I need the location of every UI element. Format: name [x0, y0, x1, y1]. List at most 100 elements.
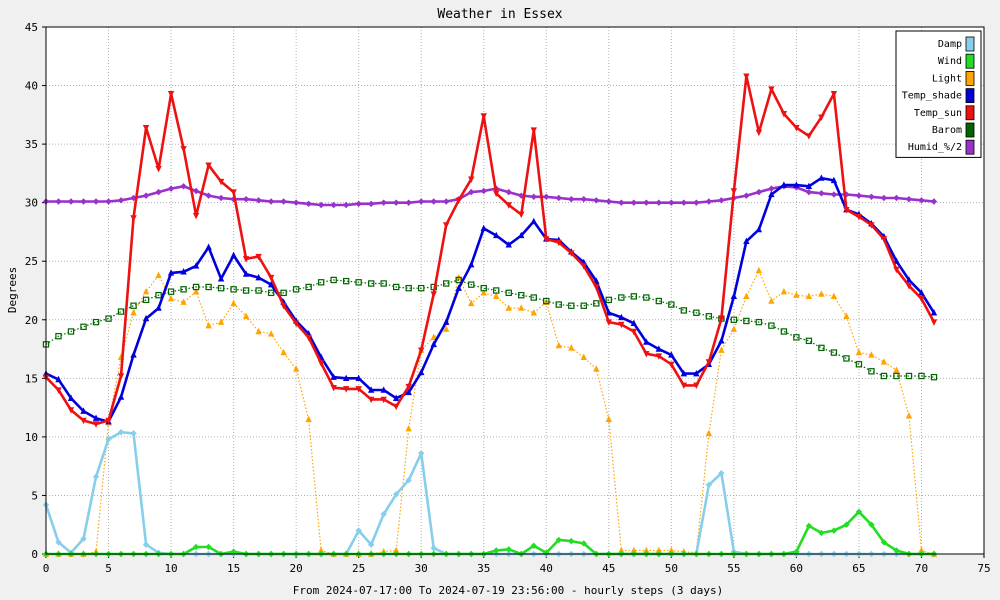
data-point-temp-shade: [830, 176, 838, 184]
data-point-humid-2: [367, 200, 375, 208]
data-point-light: [568, 344, 575, 351]
data-point-humid-2: [280, 198, 287, 205]
data-point-barom: [155, 291, 162, 299]
data-point-barom: [693, 309, 700, 316]
data-point-temp-sun: [192, 212, 200, 220]
data-point-wind: [493, 547, 500, 554]
axes: 0 5 10 15 20 25 30 35 40 45 50 55 60 65 70 75 0 5 10 15 20 25…: [25, 21, 991, 575]
data-point-humid-2: [380, 199, 387, 206]
y-tick-label: 0: [31, 548, 38, 561]
data-point-light: [755, 266, 763, 274]
data-point-temp-shade: [618, 313, 625, 321]
data-point-light: [505, 304, 512, 311]
data-point-temp-shade: [443, 318, 450, 325]
data-point-barom: [705, 313, 713, 320]
data-point-light: [868, 351, 875, 358]
y-tick-label: 25: [25, 255, 38, 268]
data-point-temp-shade: [743, 237, 750, 245]
data-point-barom: [543, 297, 550, 305]
data-point-humid-2: [880, 194, 888, 202]
data-point-barom: [743, 317, 750, 325]
data-point-barom: [342, 277, 350, 285]
data-point-light: [655, 546, 663, 554]
data-point-humid-2: [267, 198, 275, 205]
data-point-light: [555, 341, 562, 349]
data-point-temp-sun: [830, 91, 838, 98]
data-point-barom: [105, 315, 112, 322]
data-point-barom: [480, 284, 487, 292]
data-point-light: [855, 348, 863, 356]
data-point-temp-shade: [793, 181, 800, 188]
data-point-light: [793, 291, 800, 298]
data-point-temp-shade: [92, 414, 100, 421]
x-tick-label: 35: [477, 562, 490, 575]
y-tick-label: 30: [25, 197, 38, 210]
x-tick-label: 15: [227, 562, 240, 575]
data-point-temp-shade: [192, 262, 200, 269]
series-line-temp-sun: [45, 74, 936, 426]
data-point-humid-2: [430, 198, 437, 205]
data-point-barom: [818, 344, 825, 352]
data-point-humid-2: [418, 198, 425, 205]
legend-item-damp: Damp: [938, 36, 975, 52]
data-point-wind: [793, 548, 800, 555]
data-point-temp-shade: [367, 386, 375, 393]
x-axis-label: From 2024-07-17:00 To 2024-07-19 23:56:0…: [293, 584, 723, 597]
data-point-temp-sun: [430, 291, 437, 298]
data-point-light: [255, 327, 262, 335]
data-point-temp-sun: [593, 284, 600, 291]
data-point-temp-shade: [655, 345, 663, 352]
legend-swatch: [965, 36, 975, 52]
legend: Damp Wind Light Temp_shade Temp_sun Barom Humi…: [895, 30, 982, 158]
legend-label: Temp_sun: [914, 108, 962, 119]
data-point-humid-2: [555, 194, 562, 202]
data-point-barom: [730, 316, 738, 323]
data-point-barom: [593, 300, 600, 307]
data-point-temp-shade: [680, 369, 688, 377]
data-point-humid-2: [255, 197, 262, 204]
data-point-temp-shade: [668, 351, 675, 358]
data-point-temp-sun: [167, 91, 175, 98]
data-point-temp-shade: [242, 270, 250, 277]
data-point-temp-sun: [155, 166, 162, 173]
data-point-light: [605, 415, 612, 423]
data-point-light: [242, 312, 250, 319]
data-point-barom: [80, 323, 87, 331]
data-point-temp-sun: [855, 214, 863, 221]
x-tick-label: 75: [977, 562, 990, 575]
data-point-temp-sun: [930, 319, 938, 326]
data-point-humid-2: [155, 188, 162, 196]
data-point-temp-sun: [755, 129, 763, 137]
x-tick-label: 5: [105, 562, 112, 575]
data-point-temp-sun: [55, 387, 62, 394]
series-light: [42, 266, 938, 557]
data-point-damp: [92, 473, 100, 480]
data-point-temp-sun: [205, 162, 212, 169]
data-point-light: [705, 429, 713, 437]
data-point-temp-shade: [117, 393, 125, 400]
data-point-barom: [768, 322, 775, 329]
data-point-humid-2: [217, 194, 225, 202]
data-point-temp-sun: [317, 360, 325, 367]
data-point-humid-2: [918, 197, 925, 204]
data-point-light: [668, 546, 675, 554]
data-point-temp-sun: [655, 353, 663, 360]
x-tick-label: 60: [790, 562, 803, 575]
data-point-damp: [405, 477, 412, 484]
data-point-temp-sun: [543, 236, 550, 243]
data-point-temp-shade: [930, 309, 938, 316]
data-point-barom: [605, 296, 613, 304]
data-point-wind: [880, 539, 888, 546]
data-point-humid-2: [392, 199, 400, 206]
data-point-humid-2: [643, 199, 650, 206]
data-point-temp-shade: [267, 280, 275, 288]
data-point-temp-shade: [755, 225, 763, 233]
data-point-temp-shade: [355, 374, 362, 382]
x-tick-label: 45: [602, 562, 615, 575]
data-point-light: [593, 365, 600, 372]
data-point-temp-sun: [255, 253, 262, 261]
data-point-barom: [305, 283, 312, 291]
data-point-barom: [67, 328, 75, 335]
data-point-barom: [117, 308, 125, 315]
data-point-wind: [543, 549, 550, 557]
